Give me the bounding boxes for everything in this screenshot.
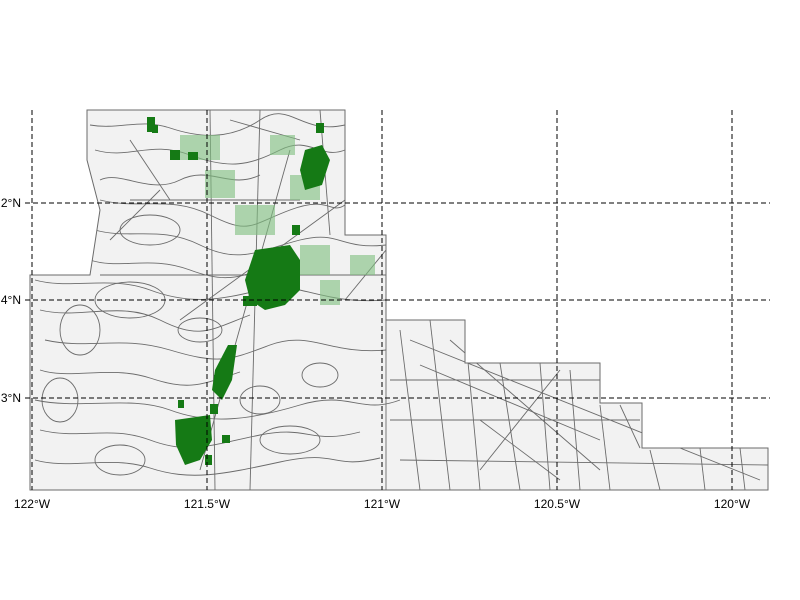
lon-label-120w: 120°W (714, 497, 751, 511)
highlight-areas (147, 117, 375, 465)
lat-label-4n: 4°N (1, 293, 21, 307)
latitude-labels: 2°N 4°N 3°N (1, 196, 21, 405)
graticule (25, 110, 770, 490)
lon-label-121-5w: 121.5°W (184, 497, 231, 511)
lat-label-3n: 3°N (1, 391, 21, 405)
lon-label-121w: 121°W (364, 497, 401, 511)
lon-label-122w: 122°W (14, 497, 51, 511)
land-area (29, 109, 769, 491)
lat-label-2n: 2°N (1, 196, 21, 210)
longitude-labels: 122°W 121.5°W 121°W 120.5°W 120°W (14, 497, 751, 511)
lon-label-120-5w: 120.5°W (534, 497, 581, 511)
